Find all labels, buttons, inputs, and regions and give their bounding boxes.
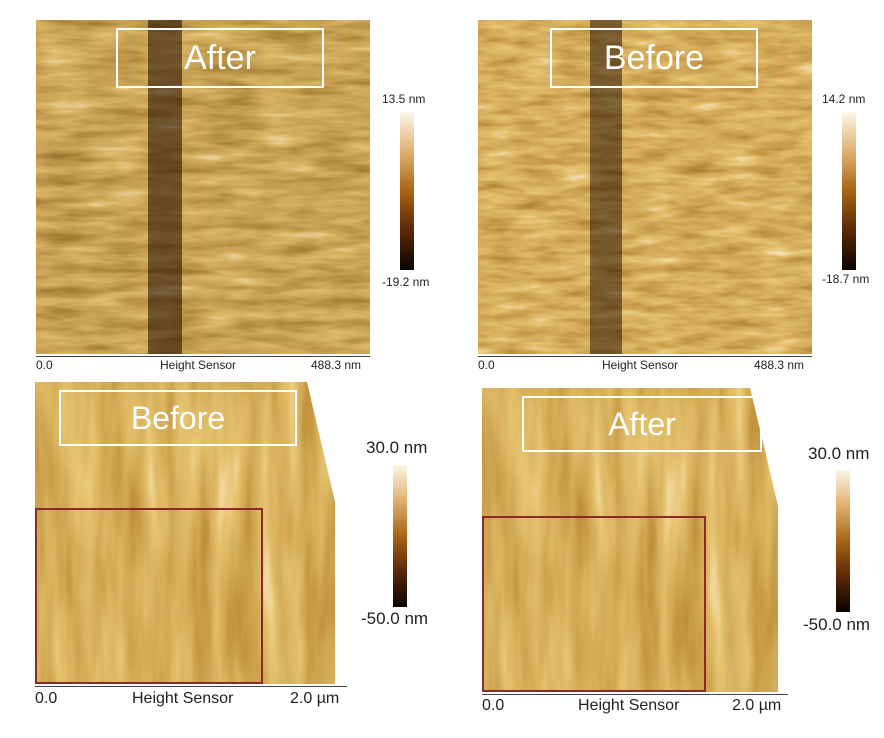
x-axis-line [36, 356, 370, 357]
axis-end-label: 2.0 µm [732, 697, 782, 714]
color-scale-bar [836, 470, 850, 612]
axis-start-label: 0.0 [36, 358, 53, 372]
afm-height-image: Before [35, 382, 347, 684]
axis-end-label: 488.3 nm [754, 358, 805, 372]
axis-start-label: 0.0 [478, 358, 495, 372]
axis-title: Height Sensor [602, 358, 679, 372]
scale-min-label: -19.2 nm [382, 275, 430, 289]
scale-max-label: 13.5 nm [382, 92, 426, 106]
scale-max-label: 30.0 nm [808, 444, 870, 463]
scale-min-label: -18.7 nm [822, 272, 870, 286]
afm-height-image: After [36, 20, 370, 354]
axis-title: Height Sensor [132, 690, 234, 707]
color-scale-bar [400, 112, 414, 270]
color-scale-bar [393, 465, 407, 607]
x-axis-line [482, 694, 788, 695]
region-of-interest-box [35, 508, 263, 684]
panel-label: Before [59, 390, 297, 446]
axis-end-label: 2.0 µm [290, 690, 340, 707]
scale-max-label: 14.2 nm [822, 92, 866, 106]
x-axis-line [478, 356, 812, 357]
scale-min-label: -50.0 nm [803, 615, 871, 634]
panel-label: After [116, 28, 324, 88]
panel-label: Before [550, 28, 758, 88]
panel-label: After [522, 396, 762, 452]
afm-height-image: After [482, 388, 788, 692]
scale-min-label: -50.0 nm [361, 609, 429, 628]
afm-height-image: Before [478, 20, 812, 354]
region-of-interest-box [482, 516, 706, 692]
axis-end-label: 488.3 nm [311, 358, 362, 372]
axis-title: Height Sensor [160, 358, 237, 372]
axis-start-label: 0.0 [35, 690, 58, 707]
color-scale-bar [842, 112, 856, 270]
scale-max-label: 30.0 nm [366, 438, 428, 457]
axis-start-label: 0.0 [482, 697, 505, 714]
x-axis-line [35, 686, 347, 687]
axis-title: Height Sensor [578, 697, 680, 714]
